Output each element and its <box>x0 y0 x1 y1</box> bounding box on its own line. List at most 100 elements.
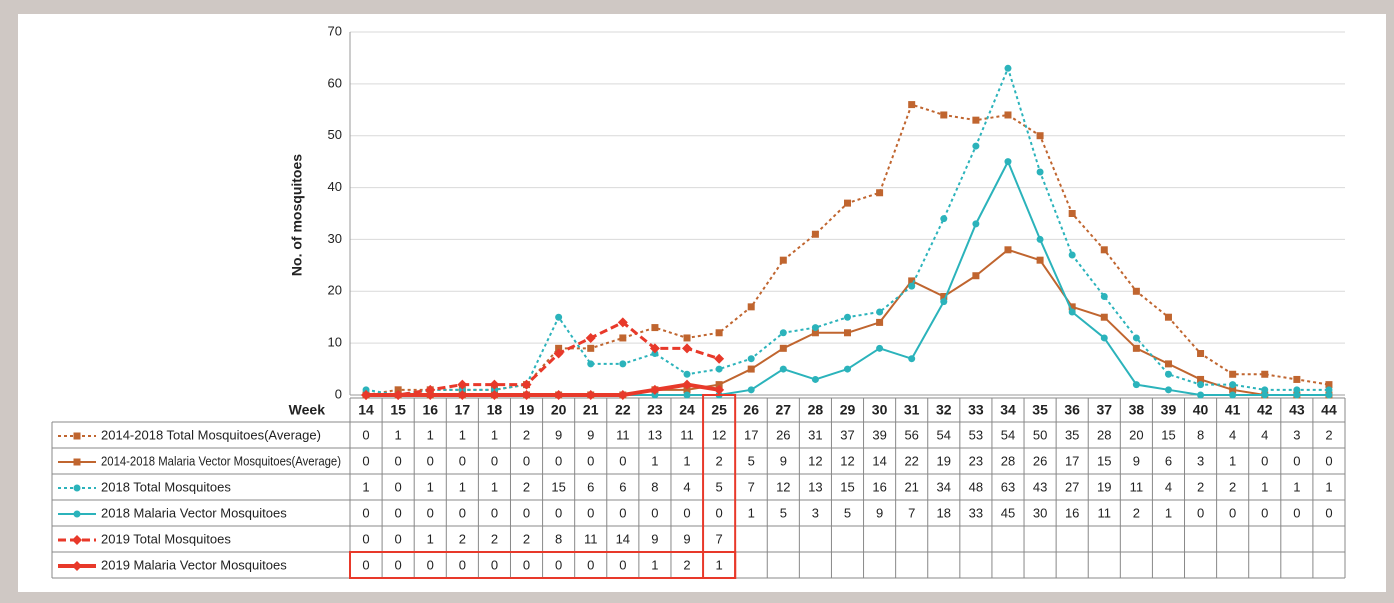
marker <box>1036 235 1044 243</box>
marker <box>1004 111 1012 119</box>
x-tick-label: 24 <box>679 402 695 418</box>
table-value: 1 <box>715 557 722 572</box>
table-value: 14 <box>616 531 630 546</box>
table-value: 0 <box>523 453 530 468</box>
marker <box>587 344 595 352</box>
x-tick-label: 29 <box>840 402 856 418</box>
marker <box>747 355 755 363</box>
table-value: 0 <box>619 557 626 572</box>
marker <box>972 116 980 124</box>
marker <box>651 391 659 399</box>
table-value: 0 <box>395 505 402 520</box>
table-value: 48 <box>969 479 983 494</box>
table-value: 4 <box>1165 479 1172 494</box>
marker <box>1004 158 1012 166</box>
table-value: 12 <box>840 453 854 468</box>
marker <box>1164 313 1172 321</box>
table-value: 16 <box>872 479 886 494</box>
table-value: 5 <box>844 505 851 520</box>
marker <box>1293 375 1301 383</box>
marker <box>940 215 948 223</box>
marker <box>1197 350 1205 358</box>
marker <box>908 282 916 290</box>
table-value: 0 <box>1293 453 1300 468</box>
table-value: 11 <box>680 427 694 442</box>
table-value: 0 <box>362 453 369 468</box>
table-value: 3 <box>812 505 819 520</box>
table-value: 0 <box>459 453 466 468</box>
marker <box>940 111 948 119</box>
legend-marker <box>73 484 81 492</box>
x-tick-label: 40 <box>1193 402 1209 418</box>
marker <box>1261 391 1269 399</box>
marker <box>1229 391 1237 399</box>
x-tick-label: 41 <box>1225 402 1241 418</box>
table-value: 0 <box>395 557 402 572</box>
table-value: 22 <box>904 453 918 468</box>
table-value: 50 <box>1033 427 1047 442</box>
table-value: 12 <box>808 453 822 468</box>
marker <box>619 334 627 342</box>
table-value: 0 <box>459 557 466 572</box>
marker <box>555 344 563 352</box>
table-value: 0 <box>555 557 562 572</box>
table-value: 0 <box>362 427 369 442</box>
marker <box>811 375 819 383</box>
marker <box>1100 292 1108 300</box>
table-value: 28 <box>1001 453 1015 468</box>
table-value: 0 <box>362 531 369 546</box>
marker <box>72 561 82 571</box>
table-value: 0 <box>523 505 530 520</box>
table-value: 1 <box>491 479 498 494</box>
marker <box>1229 386 1237 394</box>
table-value: 0 <box>427 453 434 468</box>
table-value: 2 <box>523 427 530 442</box>
x-tick-label: 43 <box>1289 402 1305 418</box>
table-value: 2 <box>1229 479 1236 494</box>
marker <box>1004 246 1012 254</box>
y-tick-label: 10 <box>328 335 342 350</box>
table-value: 2 <box>1197 479 1204 494</box>
marker <box>940 298 948 306</box>
x-tick-label: 27 <box>776 402 792 418</box>
table-value: 16 <box>1065 505 1079 520</box>
table-value: 0 <box>459 505 466 520</box>
table-value: 8 <box>651 479 658 494</box>
x-tick-label: 44 <box>1321 402 1337 418</box>
table-value: 7 <box>715 531 722 546</box>
table-value: 11 <box>1098 505 1112 520</box>
y-tick-label: 60 <box>328 75 342 90</box>
table-value: 31 <box>808 427 822 442</box>
table-value: 0 <box>395 453 402 468</box>
marker <box>489 390 500 400</box>
marker <box>876 308 884 316</box>
marker <box>1261 370 1269 378</box>
table-value: 20 <box>1129 427 1143 442</box>
table-value: 15 <box>840 479 854 494</box>
marker <box>683 386 691 394</box>
table-value: 15 <box>551 479 565 494</box>
table-value: 0 <box>395 531 402 546</box>
y-tick-label: 30 <box>328 231 342 246</box>
x-tick-label: 14 <box>358 402 374 418</box>
marker <box>747 303 755 311</box>
marker <box>682 379 693 390</box>
marker <box>649 384 660 395</box>
marker <box>1132 334 1140 342</box>
table-value: 0 <box>683 505 690 520</box>
table-value: 1 <box>427 531 434 546</box>
table-value: 2 <box>523 531 530 546</box>
table-value: 11 <box>1130 479 1144 494</box>
marker <box>876 344 884 352</box>
marker <box>972 272 980 280</box>
table-value: 0 <box>427 557 434 572</box>
x-tick-label: 36 <box>1064 402 1080 418</box>
table-value: 0 <box>1261 453 1268 468</box>
table-value: 23 <box>969 453 983 468</box>
marker <box>521 390 532 400</box>
marker <box>1036 132 1044 140</box>
legend-label: 2018 Total Mosquitoes <box>101 479 231 494</box>
table-value: 1 <box>1229 453 1236 468</box>
table-value: 0 <box>1293 505 1300 520</box>
table-value: 0 <box>1229 505 1236 520</box>
